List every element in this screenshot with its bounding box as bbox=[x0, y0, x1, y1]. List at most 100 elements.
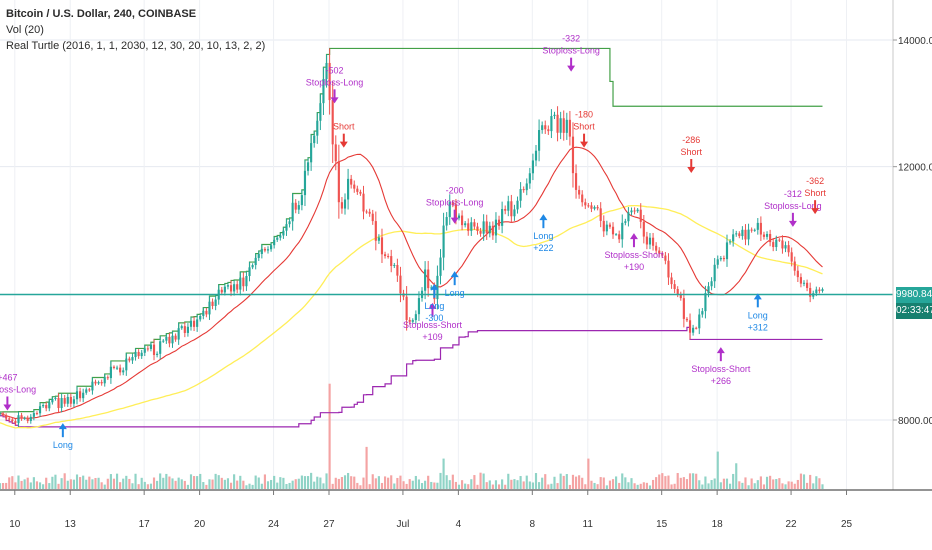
volume-bar bbox=[507, 473, 510, 489]
volume-bar bbox=[119, 482, 122, 489]
volume-bar bbox=[131, 483, 134, 489]
candle-body bbox=[670, 277, 673, 285]
candle-body bbox=[220, 289, 223, 293]
trade-pnl: +190 bbox=[624, 262, 644, 272]
volume-bar bbox=[682, 477, 685, 489]
candle-body bbox=[288, 221, 291, 225]
volume-bar bbox=[177, 477, 180, 489]
symbol-title[interactable]: Bitcoin / U.S. Dollar, 240, COINBASE bbox=[6, 8, 197, 20]
volume-bar bbox=[205, 484, 208, 489]
volume-bar bbox=[667, 475, 670, 489]
candle-body bbox=[242, 277, 245, 287]
trade-label: Stoploss-Long bbox=[306, 77, 364, 87]
volume-bar bbox=[713, 478, 716, 489]
trade-marker-short: Short -362 bbox=[804, 176, 826, 215]
volume-bar bbox=[501, 479, 504, 489]
trade-arrow-head bbox=[539, 214, 548, 221]
volume-bar bbox=[211, 479, 214, 489]
volume-bar bbox=[722, 478, 725, 489]
volume-bar bbox=[229, 482, 233, 489]
candle-body bbox=[94, 381, 97, 384]
candle-body bbox=[60, 398, 63, 409]
volume-bar bbox=[350, 476, 353, 489]
volume-bar bbox=[214, 473, 217, 489]
price-axis[interactable]: 14000.00 12000.00 8000.00 bbox=[893, 36, 932, 427]
volume-bar bbox=[664, 476, 667, 489]
volume-bar bbox=[152, 477, 156, 489]
trade-pnl: +467 bbox=[0, 373, 18, 383]
volume-bar bbox=[417, 479, 421, 489]
trade-arrow-head bbox=[330, 97, 339, 104]
volume-bar bbox=[331, 483, 334, 489]
trade-arrow-head bbox=[450, 271, 459, 278]
volume-bar bbox=[716, 451, 719, 489]
candle-body bbox=[140, 352, 143, 357]
volume-bar bbox=[334, 477, 337, 489]
volume-bar bbox=[759, 476, 762, 489]
volume-bar bbox=[192, 476, 196, 489]
candle-body bbox=[226, 285, 230, 287]
volume-bar bbox=[254, 475, 257, 489]
volume-bar bbox=[29, 482, 32, 489]
volume-bar bbox=[756, 480, 759, 489]
volume-bar bbox=[630, 478, 633, 489]
candle-body bbox=[769, 234, 772, 243]
candle-body bbox=[285, 224, 288, 231]
candle-body bbox=[765, 234, 769, 237]
volume-bar bbox=[306, 476, 310, 489]
candle-body bbox=[599, 208, 602, 221]
candle-body bbox=[260, 248, 263, 254]
volume-bar bbox=[371, 474, 374, 489]
time-axis[interactable]: 10 13 17 20 24 27 Jul 4 8 11 15 18 22 25 bbox=[9, 490, 853, 530]
candle-body bbox=[738, 233, 741, 237]
candle-body bbox=[162, 340, 165, 342]
candle-body bbox=[322, 79, 325, 104]
trade-marker-stop-long: Stoploss-Long -502 bbox=[306, 65, 364, 104]
volume-bar bbox=[248, 483, 251, 489]
volume-bar bbox=[799, 473, 803, 489]
candle-body bbox=[655, 245, 658, 251]
volume-bar bbox=[57, 483, 60, 489]
trade-pnl: -332 bbox=[562, 34, 580, 44]
candle-body bbox=[263, 248, 266, 251]
candle-body bbox=[134, 351, 137, 358]
candle-body bbox=[661, 253, 664, 256]
candle-body bbox=[239, 277, 242, 290]
volume-bar bbox=[313, 481, 316, 489]
turtle-indicator-label[interactable]: Real Turtle (2016, 1, 1, 2030, 12, 30, 2… bbox=[6, 40, 266, 52]
volume-bar bbox=[516, 480, 519, 489]
candle-body bbox=[445, 217, 448, 226]
candle-body bbox=[664, 255, 667, 261]
candle-body bbox=[756, 222, 759, 230]
candle-body bbox=[695, 327, 698, 329]
volume-bar bbox=[556, 483, 559, 489]
volume-bar bbox=[162, 477, 165, 489]
trade-pnl: +266 bbox=[711, 376, 731, 386]
volume-bar bbox=[479, 472, 482, 489]
volume-bar bbox=[257, 477, 260, 489]
candle-body bbox=[334, 144, 337, 162]
volume-indicator-label[interactable]: Vol (20) bbox=[6, 24, 44, 36]
candle-body bbox=[23, 417, 26, 419]
candle-body bbox=[383, 254, 387, 257]
volume-bar bbox=[571, 474, 575, 489]
candle-body bbox=[482, 221, 485, 234]
candle-body bbox=[451, 202, 454, 206]
candle-body bbox=[131, 357, 134, 361]
candle-body bbox=[380, 237, 384, 255]
time-axis-label: 10 bbox=[9, 519, 21, 530]
volume-bar bbox=[522, 481, 525, 489]
volume-bar bbox=[343, 475, 347, 489]
volume-bar bbox=[325, 473, 328, 489]
volume-bar bbox=[793, 483, 796, 489]
candle-body bbox=[667, 260, 670, 278]
candle-body bbox=[621, 222, 624, 240]
volume-bar bbox=[242, 480, 245, 489]
candle-body bbox=[642, 221, 645, 237]
candle-body bbox=[522, 189, 525, 191]
volume-bar bbox=[297, 478, 300, 489]
candle-body bbox=[682, 298, 685, 319]
candle-body bbox=[581, 194, 584, 203]
candle-body bbox=[11, 419, 14, 422]
volume-bar bbox=[23, 479, 26, 489]
